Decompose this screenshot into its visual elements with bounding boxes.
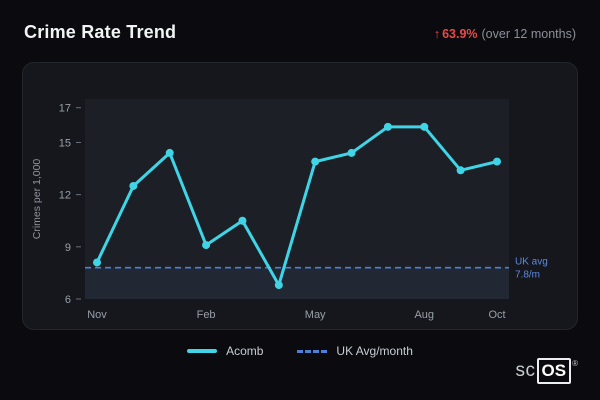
delta-stat: ↑ 63.9% (over 12 months) (434, 27, 576, 41)
delta-period: (over 12 months) (481, 27, 576, 41)
svg-text:6: 6 (65, 294, 71, 306)
delta-value: 63.9% (442, 27, 478, 41)
logo-box: OS (536, 358, 572, 384)
registered-mark: ® (572, 358, 578, 368)
header: Crime Rate Trend ↑ 63.9% (over 12 months) (24, 22, 576, 43)
svg-text:Nov: Nov (87, 309, 107, 321)
svg-text:UK avg: UK avg (515, 257, 548, 268)
crime-line-chart: 17 15 12 9 6 Nov Feb May Aug Oct UK avg 7.8/m Crimes… (31, 99, 548, 321)
legend-label: UK Avg/month (336, 344, 413, 358)
svg-text:Oct: Oct (488, 309, 505, 321)
legend-item-uk-avg: UK Avg/month (297, 344, 413, 358)
scos-logo: sc OS ® (516, 358, 578, 384)
solid-line-swatch-icon (187, 349, 218, 353)
chart-legend: Acomb UK Avg/month (0, 344, 600, 358)
svg-text:17: 17 (59, 103, 71, 115)
svg-text:May: May (305, 309, 326, 321)
svg-text:7.8/m: 7.8/m (515, 270, 540, 281)
chart-card: 17 15 12 9 6 Nov Feb May Aug Oct UK avg 7.8/m Crimes… (22, 62, 578, 330)
svg-text:Crimes per 1,000: Crimes per 1,000 (31, 159, 43, 240)
svg-text:Feb: Feb (197, 309, 216, 321)
svg-text:15: 15 (59, 137, 71, 149)
legend-label: Acomb (226, 344, 264, 358)
svg-text:12: 12 (59, 190, 71, 202)
svg-text:Aug: Aug (414, 309, 434, 321)
logo-prefix: sc (515, 360, 536, 381)
up-arrow-icon: ↑ (433, 27, 441, 41)
legend-item-acomb: Acomb (187, 344, 263, 358)
dashed-line-swatch-icon (297, 349, 328, 353)
svg-text:9: 9 (65, 242, 71, 254)
page-title: Crime Rate Trend (24, 22, 177, 42)
